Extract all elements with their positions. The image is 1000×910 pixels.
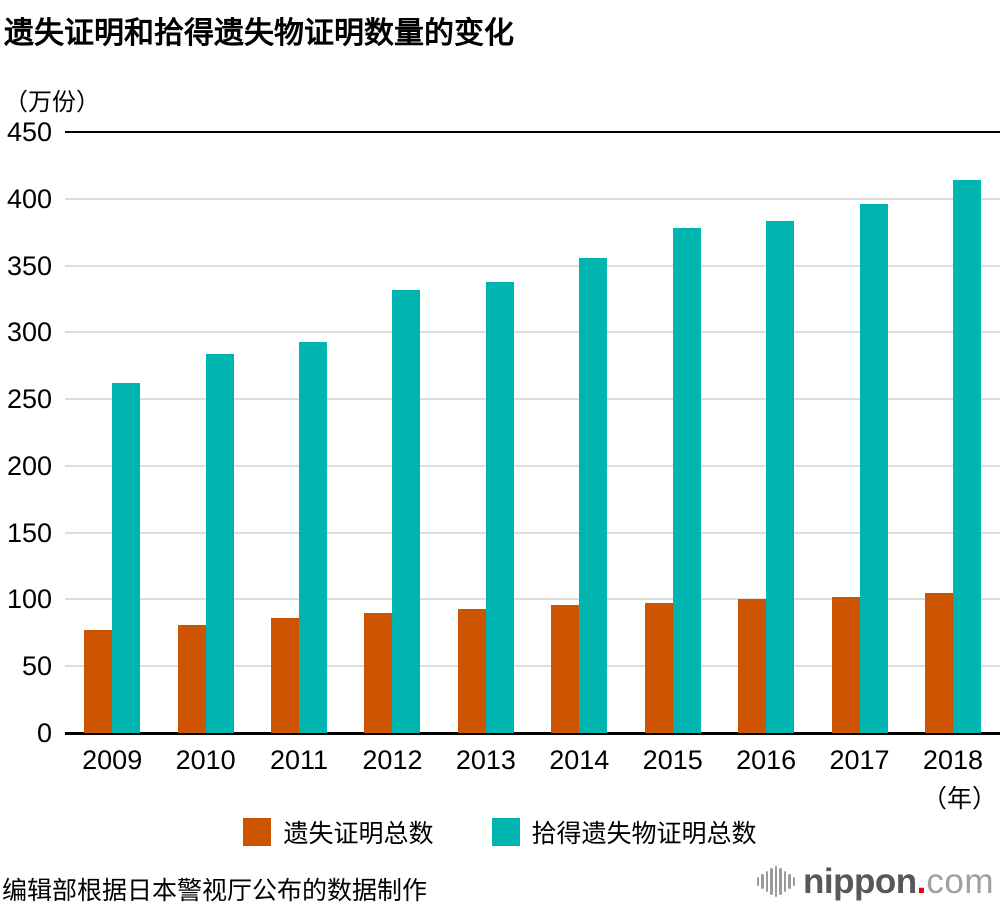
bar-拾得遗失物证明总数-2012 bbox=[392, 289, 421, 733]
x-tick-label-2016: 2016 bbox=[736, 745, 797, 775]
x-tick-label-2009: 2009 bbox=[82, 745, 143, 775]
bar-遗失证明总数-2015 bbox=[644, 603, 673, 733]
y-tick-label-400: 400 bbox=[6, 183, 52, 214]
bar-遗失证明总数-2010 bbox=[177, 624, 206, 733]
soundwave-bar bbox=[761, 874, 764, 889]
bar-拾得遗失物证明总数-2013 bbox=[485, 281, 514, 733]
y-tick-label-250: 250 bbox=[6, 384, 52, 415]
bar-遗失证明总数-2013 bbox=[457, 608, 486, 733]
gridline-200 bbox=[65, 464, 1000, 467]
soundwave-bar bbox=[783, 871, 787, 892]
x-tick-label-2018: 2018 bbox=[922, 745, 983, 775]
bar-遗失证明总数-2009 bbox=[84, 630, 113, 733]
soundwave-bar bbox=[770, 868, 773, 895]
gridline-450 bbox=[65, 131, 1000, 133]
y-tick-label-450: 450 bbox=[6, 117, 52, 147]
legend-item-lost-certificates: 遗失证明总数 bbox=[243, 814, 434, 850]
y-tick-label-100: 100 bbox=[6, 584, 52, 615]
gridline-400 bbox=[65, 197, 1000, 200]
legend: 遗失证明总数 拾得遗失物证明总数 bbox=[0, 814, 1000, 850]
logo-dot: . bbox=[916, 862, 927, 901]
x-axis-unit-label: （年） bbox=[921, 785, 997, 813]
soundwave-bar bbox=[779, 868, 782, 895]
bar-遗失证明总数-2014 bbox=[551, 604, 580, 733]
bar-拾得遗失物证明总数-2015 bbox=[672, 228, 701, 733]
legend-label: 拾得遗失物证明总数 bbox=[531, 820, 757, 848]
y-tick-label-0: 0 bbox=[36, 718, 52, 748]
x-tick-label-2012: 2012 bbox=[362, 745, 423, 775]
gridline-250 bbox=[65, 398, 1000, 401]
bar-遗失证明总数-2017 bbox=[831, 596, 860, 733]
bar-拾得遗失物证明总数-2010 bbox=[205, 353, 234, 733]
soundwave-bar bbox=[788, 874, 791, 889]
bar-拾得遗失物证明总数-2011 bbox=[299, 341, 328, 733]
gridline-150 bbox=[65, 531, 1000, 534]
x-tick-label-2015: 2015 bbox=[642, 745, 703, 775]
bar-拾得遗失物证明总数-2014 bbox=[579, 257, 608, 733]
bar-拾得遗失物证明总数-2018 bbox=[952, 180, 981, 733]
bar-拾得遗失物证明总数-2009 bbox=[112, 383, 141, 733]
y-tick-label-350: 350 bbox=[6, 250, 52, 281]
x-tick-label-2010: 2010 bbox=[175, 745, 236, 775]
bar-拾得遗失物证明总数-2016 bbox=[766, 221, 795, 733]
legend-item-found-certificates: 拾得遗失物证明总数 bbox=[491, 814, 757, 850]
gridline-50 bbox=[65, 665, 1000, 668]
y-tick-label-50: 50 bbox=[21, 651, 52, 682]
gridline-350 bbox=[65, 264, 1000, 267]
bar-遗失证明总数-2018 bbox=[924, 592, 953, 733]
gridline-0 bbox=[65, 732, 1000, 735]
chart-title: 遗失证明和拾得遗失物证明数量的变化 bbox=[4, 17, 514, 50]
bar-遗失证明总数-2011 bbox=[271, 618, 300, 733]
y-tick-label-200: 200 bbox=[6, 450, 52, 481]
gridline-300 bbox=[65, 331, 1000, 334]
x-tick-label-2011: 2011 bbox=[270, 745, 329, 775]
source-credit: 编辑部根据日本警视厅公布的数据制作 bbox=[2, 877, 428, 905]
x-tick-label-2013: 2013 bbox=[455, 745, 516, 775]
logo-wordmark: nippon.com bbox=[803, 864, 994, 899]
nippon-com-logo: nippon.com bbox=[756, 864, 994, 899]
gridline-100 bbox=[65, 598, 1000, 601]
y-tick-label-300: 300 bbox=[6, 317, 52, 348]
logo-brand: nippon bbox=[803, 862, 917, 901]
bar-遗失证明总数-2016 bbox=[738, 599, 767, 733]
y-axis-unit-label: （万份） bbox=[4, 89, 100, 116]
x-tick-label-2014: 2014 bbox=[549, 745, 610, 775]
legend-label: 遗失证明总数 bbox=[283, 820, 434, 848]
legend-swatch-orange bbox=[243, 818, 272, 846]
y-tick-label-150: 150 bbox=[6, 517, 52, 548]
bar-遗失证明总数-2012 bbox=[364, 612, 393, 733]
bar-拾得遗失物证明总数-2017 bbox=[859, 204, 888, 733]
soundwave-icon bbox=[756, 865, 796, 899]
soundwave-bar bbox=[774, 866, 778, 897]
soundwave-bar bbox=[756, 877, 760, 886]
x-tick-label-2017: 2017 bbox=[829, 745, 890, 775]
legend-swatch-teal bbox=[491, 818, 520, 846]
logo-tld: com bbox=[926, 862, 994, 901]
soundwave-bar bbox=[792, 877, 796, 886]
soundwave-bar bbox=[765, 871, 769, 892]
